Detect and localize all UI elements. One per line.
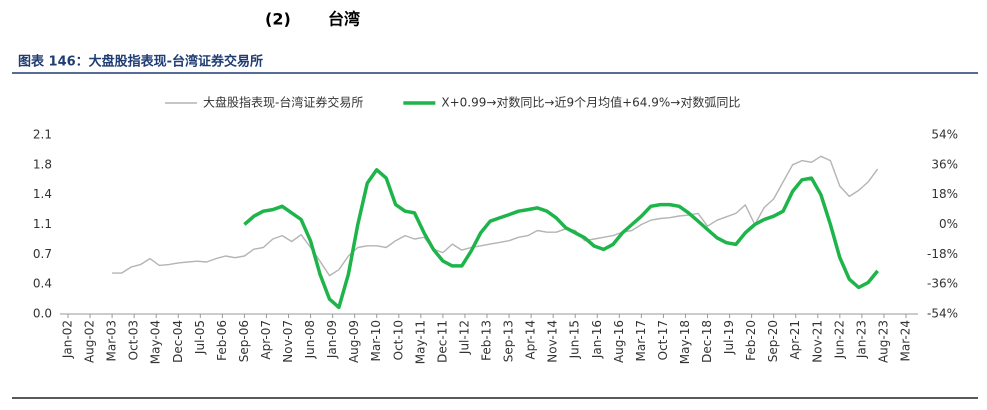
y-tick-label: 1.8 (33, 157, 52, 171)
y2-tick-label: -36% (927, 277, 958, 291)
y-tick-label: 1.1 (33, 217, 52, 231)
legend-label: 大盘股指表现-台湾证券交易所 (203, 95, 363, 110)
x-tick-label: Aug-16 (612, 320, 626, 363)
x-tick-label: Feb-20 (744, 320, 758, 361)
x-tick-label: Oct-03 (127, 320, 141, 360)
y2-tick-label: 54% (931, 128, 958, 142)
x-tick-label: Nov-07 (281, 320, 295, 363)
y2-tick-label: -18% (927, 247, 958, 261)
x-tick-label: Apr-14 (524, 320, 538, 360)
x-tick-label: Mar-17 (634, 320, 648, 361)
x-tick-label: Dec-04 (171, 320, 185, 363)
x-tick-label: Aug-09 (347, 320, 361, 363)
x-tick-label: Jun-22 (832, 320, 846, 359)
x-tick-label: Feb-13 (480, 320, 494, 361)
section-title: 台湾 (328, 10, 360, 29)
x-tick-label: Aug-23 (876, 320, 890, 363)
y-tick-label: 0.4 (33, 277, 52, 291)
x-tick-label: Sep-13 (502, 320, 516, 362)
x-tick-label: Sep-20 (766, 320, 780, 362)
x-tick-label: Mar-24 (899, 320, 913, 361)
x-tick-label: Aug-02 (83, 320, 97, 363)
x-tick-label: Nov-21 (810, 320, 824, 363)
x-tick-label: May-04 (149, 320, 163, 364)
x-tick-label: Feb-06 (215, 320, 229, 361)
x-tick-label: Jan-23 (854, 320, 868, 359)
legend-label: X+0.99→对数同比→近9个月均值+64.9%→对数弧同比 (441, 95, 740, 110)
x-tick-label: Mar-03 (105, 320, 119, 361)
y2-tick-label: 0% (939, 217, 958, 231)
x-tick-label: Jun-15 (568, 320, 582, 359)
x-tick-label: Jan-02 (61, 320, 75, 359)
x-tick-label: Apr-21 (788, 320, 802, 360)
x-tick-label: Oct-10 (391, 320, 405, 360)
x-tick-label: Jul-12 (457, 320, 471, 355)
series-line (112, 155, 879, 277)
x-tick-label: Mar-10 (369, 320, 383, 361)
x-tick-label: Dec-18 (700, 320, 714, 363)
series-line (243, 168, 879, 310)
y-tick-label: 0.7 (33, 247, 52, 261)
y2-tick-label: -54% (927, 307, 958, 321)
x-tick-label: Jul-19 (722, 320, 736, 355)
figure-caption: 图表 146：大盘股指表现-台湾证券交易所 (18, 54, 263, 70)
x-tick-label: Jan-09 (325, 320, 339, 359)
y-tick-label: 1.4 (33, 187, 52, 201)
x-tick-label: Jul-05 (193, 320, 207, 355)
y-tick-label: 0.0 (33, 307, 52, 321)
x-tick-label: Sep-06 (237, 320, 251, 362)
section-number: (2) (265, 10, 291, 29)
x-tick-label: Oct-17 (656, 320, 670, 360)
x-tick-label: Jun-08 (303, 320, 317, 359)
x-tick-label: Apr-07 (259, 320, 273, 360)
y2-tick-label: 36% (931, 157, 958, 171)
y2-tick-label: 18% (931, 187, 958, 201)
x-tick-label: May-18 (678, 320, 692, 364)
x-tick-label: Jan-16 (590, 320, 604, 359)
x-tick-label: May-11 (413, 320, 427, 364)
y-tick-label: 2.1 (33, 128, 52, 142)
x-tick-label: Nov-14 (546, 320, 560, 363)
x-tick-label: Dec-11 (435, 320, 449, 363)
